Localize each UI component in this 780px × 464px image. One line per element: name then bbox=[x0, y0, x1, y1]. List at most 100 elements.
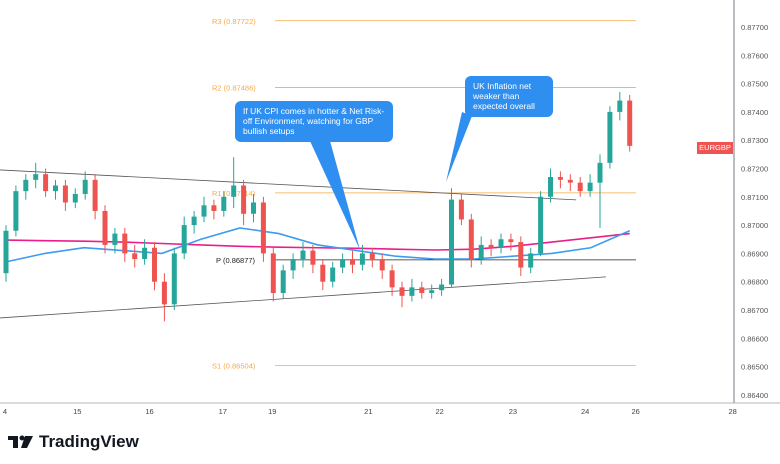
price-tick-label: 0.86500 bbox=[741, 363, 768, 372]
callout-inflation-pointer bbox=[446, 112, 472, 182]
pivot-label: P (0.86877) bbox=[216, 256, 256, 265]
candle-body bbox=[211, 205, 217, 211]
candle-body bbox=[221, 196, 227, 211]
symbol-price-tag: EURGBP bbox=[697, 142, 733, 154]
candle-body bbox=[399, 287, 405, 296]
price-tick-label: 0.87600 bbox=[741, 51, 768, 60]
candle-body bbox=[488, 244, 494, 248]
callout-inflation: UK Inflation net weaker than expected ov… bbox=[465, 76, 553, 117]
candle-body bbox=[310, 250, 316, 265]
candle-body bbox=[627, 100, 633, 146]
candle-body bbox=[587, 182, 593, 192]
trendline bbox=[0, 169, 577, 201]
candle-body bbox=[92, 179, 98, 211]
pivot-label: S1 (0.86504) bbox=[212, 361, 256, 370]
candle-body bbox=[577, 182, 583, 192]
callout-cpi-pointer bbox=[310, 141, 360, 250]
pivot-label: R3 (0.87722) bbox=[212, 17, 256, 26]
candle-body bbox=[369, 253, 375, 260]
callout-cpi: If UK CPI comes in hotter & Net Risk-off… bbox=[235, 101, 393, 142]
candle-body bbox=[290, 259, 296, 271]
candle-body bbox=[72, 193, 78, 203]
candle-body bbox=[557, 176, 563, 180]
candle-body bbox=[201, 205, 207, 217]
candle-body bbox=[350, 259, 355, 265]
candle-body bbox=[13, 191, 19, 231]
pivot-label: R2 (0.87486) bbox=[212, 84, 256, 93]
candle-body bbox=[270, 253, 276, 294]
candle-body bbox=[82, 179, 88, 194]
candle-body bbox=[340, 259, 346, 268]
time-tick-label: 26 bbox=[631, 407, 639, 416]
candle-body bbox=[617, 100, 623, 112]
price-tick-label: 0.86600 bbox=[741, 334, 768, 343]
candle-body bbox=[409, 287, 415, 296]
time-tick-label: 23 bbox=[509, 407, 517, 416]
candle-body bbox=[171, 253, 177, 305]
candle-body bbox=[359, 253, 365, 265]
price-tick-label: 0.87500 bbox=[741, 80, 768, 89]
time-tick-label: 28 bbox=[728, 407, 736, 416]
candle-body bbox=[528, 253, 534, 268]
time-tick-label: 17 bbox=[219, 407, 227, 416]
price-tick-label: 0.86800 bbox=[741, 278, 768, 287]
candle-body bbox=[439, 284, 445, 291]
candle-body bbox=[518, 242, 524, 268]
candle-body bbox=[62, 185, 68, 203]
price-tick-label: 0.87700 bbox=[741, 23, 768, 32]
candle-body bbox=[419, 287, 425, 294]
candle-body bbox=[23, 179, 29, 192]
candle-body bbox=[260, 202, 266, 254]
candle-body bbox=[478, 244, 484, 260]
candle-body bbox=[251, 202, 256, 214]
candle-body bbox=[280, 270, 286, 294]
candle-body bbox=[449, 199, 454, 285]
price-tick-label: 0.86400 bbox=[741, 391, 768, 400]
price-tick-label: 0.86900 bbox=[741, 249, 768, 258]
candle-body bbox=[3, 230, 9, 274]
tradingview-logo[interactable]: TradingView bbox=[8, 432, 139, 452]
candle-body bbox=[498, 239, 504, 248]
brand-name: TradingView bbox=[39, 432, 139, 451]
moving-average-blue bbox=[5, 227, 631, 263]
candle-body bbox=[181, 225, 187, 254]
tradingview-logo-icon bbox=[8, 435, 33, 448]
candle-body bbox=[43, 174, 49, 192]
candle-body bbox=[320, 264, 326, 282]
candle-body bbox=[231, 185, 237, 197]
candle-body bbox=[379, 259, 385, 271]
candle-body bbox=[142, 247, 148, 260]
candle-body bbox=[429, 290, 435, 294]
candle-body bbox=[161, 281, 167, 305]
candle-body bbox=[330, 267, 336, 282]
price-tick-label: 0.87300 bbox=[741, 136, 768, 145]
candle-body bbox=[122, 233, 128, 254]
candle-body bbox=[112, 233, 118, 245]
price-tick-label: 0.87000 bbox=[741, 221, 768, 230]
candle-body bbox=[241, 185, 247, 214]
candle-body bbox=[607, 111, 613, 163]
time-tick-label: 24 bbox=[581, 407, 589, 416]
candle-body bbox=[567, 179, 573, 183]
candle-body bbox=[389, 270, 395, 288]
price-tick-label: 0.86700 bbox=[741, 306, 768, 315]
candle-body bbox=[300, 250, 306, 260]
candle-body bbox=[458, 199, 464, 220]
time-tick-label: 15 bbox=[73, 407, 81, 416]
price-tick-label: 0.87400 bbox=[741, 108, 768, 117]
time-tick-label: 19 bbox=[268, 407, 276, 416]
time-tick-label: 22 bbox=[435, 407, 443, 416]
candle-body bbox=[548, 176, 553, 197]
callout-inflation-text: UK Inflation net weaker than expected ov… bbox=[473, 81, 535, 111]
time-tick-label: 16 bbox=[145, 407, 153, 416]
time-tick-label: 21 bbox=[364, 407, 372, 416]
candle-body bbox=[508, 239, 514, 243]
price-tick-label: 0.87200 bbox=[741, 165, 768, 174]
candle-body bbox=[33, 174, 39, 180]
candle-body bbox=[191, 216, 197, 226]
candle-body bbox=[468, 219, 474, 260]
trendline bbox=[0, 276, 606, 319]
candle-body bbox=[597, 162, 603, 183]
